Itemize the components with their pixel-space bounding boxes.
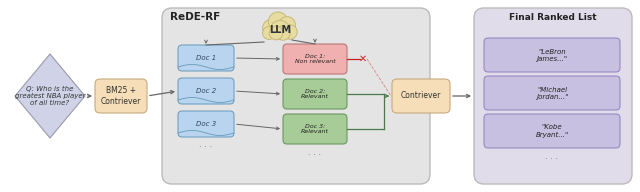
Text: BM25 +
Contriever: BM25 + Contriever bbox=[101, 86, 141, 106]
Circle shape bbox=[262, 20, 280, 36]
Text: Doc 1: Doc 1 bbox=[196, 55, 216, 61]
FancyBboxPatch shape bbox=[178, 111, 234, 137]
Text: Doc 2: Doc 2 bbox=[196, 88, 216, 94]
Text: Doc 2:
Relevant: Doc 2: Relevant bbox=[301, 89, 329, 99]
Text: · · ·: · · · bbox=[308, 151, 321, 160]
Text: Doc 1:
Non relevant: Doc 1: Non relevant bbox=[294, 54, 335, 64]
Text: Contriever: Contriever bbox=[401, 92, 441, 100]
Circle shape bbox=[269, 26, 283, 40]
Text: ✕: ✕ bbox=[359, 54, 367, 64]
Text: ReDE-RF: ReDE-RF bbox=[170, 12, 220, 22]
Circle shape bbox=[283, 25, 297, 39]
FancyBboxPatch shape bbox=[95, 79, 147, 113]
Text: Final Ranked List: Final Ranked List bbox=[509, 13, 597, 22]
Text: "Kobe
Bryant...": "Kobe Bryant..." bbox=[536, 124, 568, 137]
FancyBboxPatch shape bbox=[474, 8, 632, 184]
Text: · · ·: · · · bbox=[545, 155, 559, 164]
FancyBboxPatch shape bbox=[178, 78, 234, 104]
FancyBboxPatch shape bbox=[484, 76, 620, 110]
FancyBboxPatch shape bbox=[484, 38, 620, 72]
Text: "Michael
Jordan...": "Michael Jordan..." bbox=[536, 87, 568, 99]
Circle shape bbox=[270, 20, 290, 40]
Text: Doc 3:
Relevant: Doc 3: Relevant bbox=[301, 124, 329, 134]
Circle shape bbox=[276, 26, 290, 40]
Circle shape bbox=[268, 12, 287, 31]
FancyBboxPatch shape bbox=[283, 44, 347, 74]
Text: Doc 3: Doc 3 bbox=[196, 121, 216, 127]
FancyBboxPatch shape bbox=[283, 114, 347, 144]
FancyBboxPatch shape bbox=[162, 8, 430, 184]
FancyBboxPatch shape bbox=[392, 79, 450, 113]
Circle shape bbox=[278, 17, 296, 33]
FancyBboxPatch shape bbox=[484, 114, 620, 148]
Polygon shape bbox=[15, 54, 85, 138]
FancyBboxPatch shape bbox=[283, 79, 347, 109]
Text: Q: Who is the
greatest NBA player
of all time?: Q: Who is the greatest NBA player of all… bbox=[15, 86, 85, 106]
FancyBboxPatch shape bbox=[178, 45, 234, 71]
Text: "LeBron
James...": "LeBron James..." bbox=[536, 49, 568, 61]
Text: LLM: LLM bbox=[269, 25, 291, 35]
Text: · · ·: · · · bbox=[200, 143, 212, 152]
Circle shape bbox=[262, 27, 275, 39]
